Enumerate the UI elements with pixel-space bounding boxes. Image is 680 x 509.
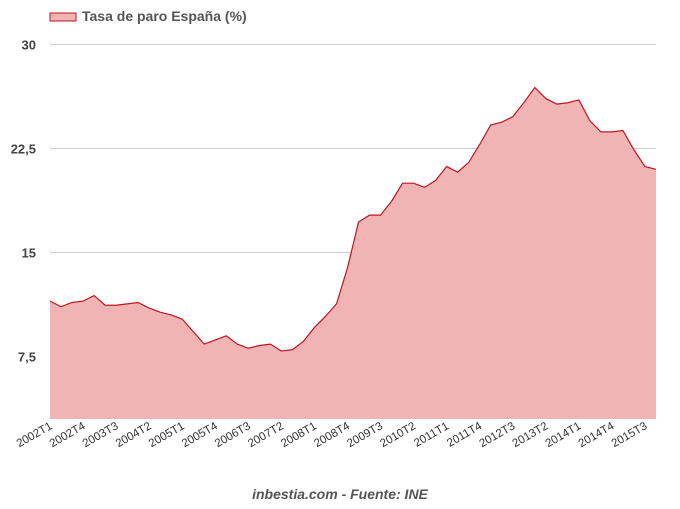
data-point: [236, 343, 239, 346]
data-point: [511, 115, 514, 118]
data-point: [599, 130, 602, 133]
data-point: [148, 307, 151, 310]
legend-label: Tasa de paro España (%): [82, 8, 247, 24]
y-tick-label: 7,5: [18, 350, 36, 365]
source-footer: inbestia.com - Fuente: INE: [252, 486, 428, 502]
data-point: [159, 311, 162, 314]
x-tick-label: 2005T4: [180, 420, 220, 450]
data-point: [588, 119, 591, 122]
x-tick-label: 2002T1: [15, 420, 55, 450]
data-point: [478, 143, 481, 146]
x-tick-label: 2003T3: [81, 420, 121, 450]
data-point: [522, 101, 525, 104]
data-point: [401, 182, 404, 185]
data-point: [621, 129, 624, 132]
data-point: [181, 318, 184, 321]
data-point: [104, 304, 107, 307]
x-tick-label: 2008T4: [312, 420, 352, 450]
x-tick-label: 2007T2: [246, 420, 286, 450]
data-point: [214, 338, 217, 341]
data-point: [302, 340, 305, 343]
data-point: [93, 294, 96, 297]
x-tick-label: 2014T1: [544, 420, 584, 450]
data-point: [225, 334, 228, 337]
data-point: [368, 214, 371, 217]
x-tick-label: 2005T1: [147, 420, 187, 450]
data-point: [632, 148, 635, 151]
data-point: [555, 103, 558, 106]
data-point: [643, 165, 646, 168]
x-tick-label: 2004T2: [114, 420, 154, 450]
data-point: [203, 343, 206, 346]
data-point: [500, 121, 503, 124]
data-point: [126, 302, 129, 305]
data-point: [60, 305, 63, 308]
data-point: [456, 171, 459, 174]
data-point: [434, 179, 437, 182]
data-point: [115, 304, 118, 307]
data-point: [280, 350, 283, 353]
data-point: [655, 168, 658, 171]
data-point: [467, 161, 470, 164]
data-point: [170, 313, 173, 316]
data-point: [379, 214, 382, 217]
y-tick-label: 22,5: [11, 142, 36, 157]
y-tick-label: 30: [22, 38, 36, 53]
x-tick-label: 2012T3: [477, 420, 517, 450]
data-point: [577, 98, 580, 101]
data-point: [313, 326, 316, 329]
data-point: [324, 315, 327, 318]
data-point: [610, 130, 613, 133]
x-tick-label: 2009T3: [345, 420, 385, 450]
data-point: [335, 302, 338, 305]
data-point: [291, 348, 294, 351]
data-point: [192, 330, 195, 333]
legend: Tasa de paro España (%): [49, 8, 247, 24]
x-tick-label: 2013T2: [511, 420, 551, 450]
data-point: [423, 186, 426, 189]
x-tick-label: 2008T1: [279, 420, 319, 450]
x-tick-label: 2002T4: [48, 420, 88, 450]
x-tick-label: 2014T4: [577, 420, 617, 450]
legend-swatch: [49, 12, 77, 22]
x-tick-label: 2010T2: [378, 420, 418, 450]
data-point: [489, 123, 492, 126]
series-area: [50, 87, 656, 419]
data-point: [269, 343, 272, 346]
data-point: [258, 344, 261, 347]
data-point: [71, 301, 74, 304]
data-point: [544, 97, 547, 100]
x-tick-label: 2011T4: [445, 420, 485, 450]
x-tick-label: 2011T1: [412, 420, 451, 449]
data-point: [346, 266, 349, 269]
y-tick-label: 15: [22, 246, 36, 261]
data-point: [137, 301, 140, 304]
data-point: [533, 86, 536, 89]
data-point: [49, 300, 52, 303]
data-point: [247, 347, 250, 350]
data-point: [566, 101, 569, 104]
data-point: [357, 221, 360, 224]
x-tick-label: 2006T3: [213, 420, 253, 450]
series-line: [49, 86, 657, 352]
data-point: [82, 300, 85, 303]
data-point: [390, 200, 393, 203]
data-point: [445, 165, 448, 168]
data-point: [412, 182, 415, 185]
x-tick-label: 2015T3: [610, 420, 650, 450]
